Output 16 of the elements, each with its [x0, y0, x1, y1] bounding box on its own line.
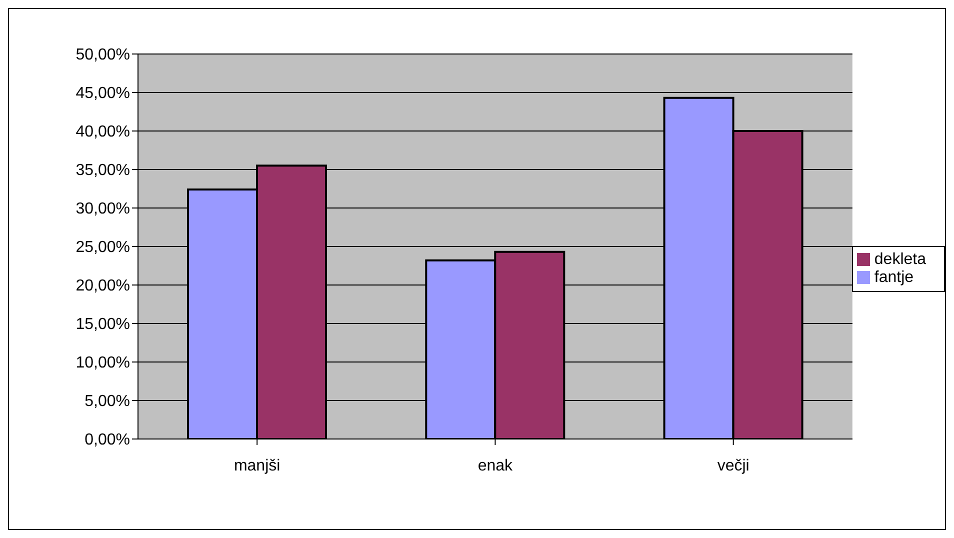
y-tick-label: 45,00%: [76, 85, 130, 102]
y-tick-label: 35,00%: [76, 162, 130, 180]
y-tick-label: 20,00%: [76, 278, 130, 295]
x-tick-label: večji: [717, 457, 750, 474]
y-tick-label: 25,00%: [76, 239, 130, 256]
legend-label: dekleta: [874, 251, 926, 268]
y-tick-label: 50,00%: [76, 46, 130, 64]
x-tick-label: enak: [478, 457, 514, 474]
legend-label: fantje: [874, 269, 914, 286]
y-tick-label: 5,00%: [84, 393, 130, 410]
y-tick-label: 0,00%: [84, 432, 130, 449]
y-tick-label: 10,00%: [76, 354, 130, 372]
y-tick-label: 30,00%: [76, 200, 130, 218]
x-tick-label: manjši: [234, 457, 280, 474]
y-tick-label: 15,00%: [76, 316, 130, 334]
y-tick-label: 40,00%: [76, 124, 130, 141]
